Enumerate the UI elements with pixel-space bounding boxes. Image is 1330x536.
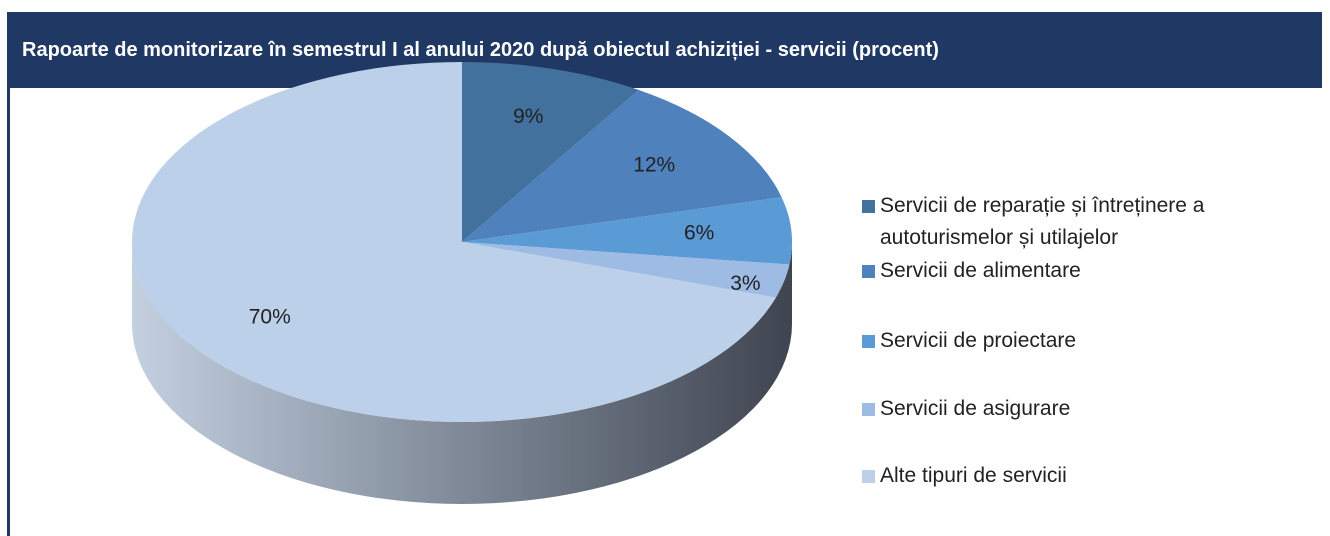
- data-label: 9%: [513, 105, 543, 128]
- data-label: 12%: [633, 153, 675, 176]
- legend-label: Alte tipuri de servicii: [880, 464, 1067, 487]
- legend-label: Servicii de reparație și întreținere a a…: [880, 194, 1205, 249]
- pie-slice: [131, 62, 776, 422]
- legend-swatch: [862, 335, 875, 348]
- data-label: 6%: [684, 221, 714, 244]
- legend-swatch: [862, 200, 875, 213]
- legend-item: Servicii de asigurare: [862, 393, 1292, 425]
- data-label: 3%: [730, 272, 760, 295]
- legend-label: Servicii de asigurare: [880, 397, 1071, 420]
- chart-title: Rapoarte de monitorizare în semestrul I …: [7, 12, 1322, 88]
- pie-slice: [462, 197, 792, 265]
- border: [7, 88, 10, 536]
- legend-item: Servicii de reparație și întreținere a a…: [862, 190, 1292, 254]
- legend-swatch: [862, 265, 875, 278]
- legend-label: Servicii de proiectare: [880, 329, 1077, 352]
- pie-slice: [462, 62, 639, 242]
- legend-swatch: [862, 403, 875, 416]
- pie-slice: [462, 242, 790, 298]
- legend-item: Servicii de proiectare: [862, 325, 1292, 357]
- legend-item: Alte tipuri de servicii: [862, 460, 1292, 492]
- legend-item: Servicii de alimentare: [862, 255, 1292, 287]
- data-label: 70%: [249, 306, 291, 329]
- pie-side: [132, 242, 792, 504]
- legend-swatch: [862, 470, 875, 483]
- legend-label: Servicii de alimentare: [880, 259, 1081, 282]
- pie-slice: [462, 90, 782, 243]
